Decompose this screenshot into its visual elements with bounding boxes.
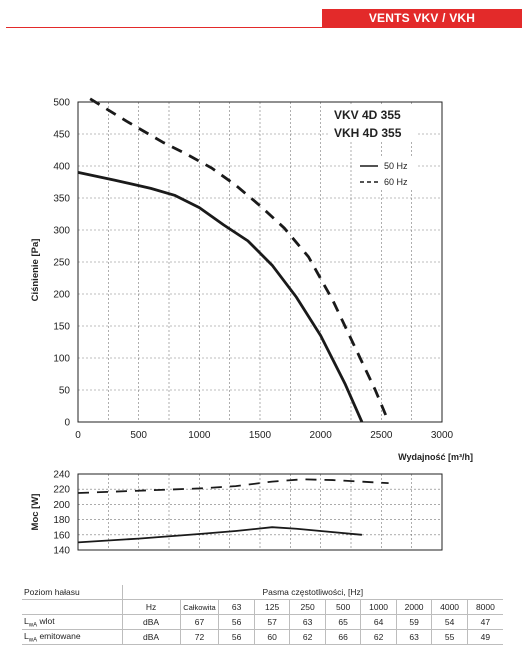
table-cell: 67 xyxy=(179,614,219,630)
x-tick-label: 0 xyxy=(75,430,81,441)
y-tick-label: 220 xyxy=(53,485,70,496)
y-tick-label: 0 xyxy=(64,418,70,429)
x-tick-label: 1000 xyxy=(188,430,211,441)
y-tick-label: 450 xyxy=(53,130,70,141)
header-rule xyxy=(6,27,522,28)
pressure-curve-50hz xyxy=(77,171,364,423)
table-cell: 250 xyxy=(289,599,326,615)
y-tick-label: 100 xyxy=(53,354,70,365)
table-header-row: Poziom hałasu Pasma częstotliwości, [Hz] xyxy=(22,585,503,600)
table-cell: 57 xyxy=(253,614,290,630)
power-curve-60hz xyxy=(77,478,389,494)
table-cell: 56 xyxy=(218,629,255,645)
table-cell: 500 xyxy=(324,599,361,615)
x-tick-label: 1500 xyxy=(249,430,272,441)
pressure-tick-labels: 0 50 100 150 200 250 300 350 400 450 500 0 500 1000 15… xyxy=(53,98,453,442)
table-cell: 8000 xyxy=(466,599,503,615)
pressure-grid xyxy=(78,102,442,422)
table-cell xyxy=(22,599,123,615)
table-cell: 62 xyxy=(289,629,326,645)
table-cell: 4000 xyxy=(431,599,468,615)
power-grid xyxy=(78,474,442,550)
chart-title-line-2: VKH 4D 355 xyxy=(334,126,402,140)
y-tick-label: 200 xyxy=(53,290,70,301)
table-cell: 2000 xyxy=(395,599,432,615)
pressure-xlabel: Wydajność [m³/h] xyxy=(398,452,473,462)
table-cell: 49 xyxy=(466,629,503,645)
legend-label-50hz: 50 Hz xyxy=(384,161,408,171)
table-cell: 64 xyxy=(360,614,397,630)
table-cell: 72 xyxy=(179,629,219,645)
table-cell: Hz xyxy=(121,599,181,615)
y-tick-label: 350 xyxy=(53,194,70,205)
table-cell: 63 xyxy=(218,599,255,615)
power-ylabel: Moc [W] xyxy=(30,494,41,531)
table-cell: 62 xyxy=(360,629,397,645)
pressure-plot-frame xyxy=(77,101,443,423)
power-curve-50hz xyxy=(77,526,363,544)
table-cell: 125 xyxy=(253,599,290,615)
brand-badge: VENTS VKV / VKH xyxy=(322,9,522,27)
y-tick-label: 50 xyxy=(59,386,71,397)
table-cell: 66 xyxy=(324,629,361,645)
table-row: LwA emitowane dBA 72 56 60 62 66 62 63 5… xyxy=(22,629,503,645)
y-tick-label: 200 xyxy=(53,500,70,511)
table-unit-row: Hz Całkowita 63 125 250 500 1000 2000 40… xyxy=(22,599,503,615)
y-tick-label: 250 xyxy=(53,258,70,269)
legend: 50 Hz 60 Hz xyxy=(354,156,416,190)
pressure-curve-60hz xyxy=(89,97,390,423)
x-tick-label: 3000 xyxy=(431,430,454,441)
pressure-curves xyxy=(77,97,390,423)
table-cell: 47 xyxy=(466,614,503,630)
table-cell: 56 xyxy=(218,614,255,630)
x-tick-label: 500 xyxy=(130,430,147,441)
power-plot-frame xyxy=(77,473,443,551)
chart-title-line-1: VKV 4D 355 xyxy=(334,108,401,122)
table-header-left: Poziom hałasu xyxy=(22,585,123,600)
chart-title-box xyxy=(330,104,416,140)
x-tick-label: 2500 xyxy=(370,430,393,441)
table-cell: dBA xyxy=(121,629,181,645)
y-tick-label: 240 xyxy=(53,470,70,481)
legend-box xyxy=(354,156,416,190)
table-cell: 60 xyxy=(253,629,290,645)
table-cell: 1000 xyxy=(360,599,397,615)
x-tick-label: 2000 xyxy=(310,430,333,441)
y-tick-label: 150 xyxy=(53,322,70,333)
performance-chart: 0 50 100 150 200 250 300 350 400 450 500 0 500 1000 15… xyxy=(30,97,473,557)
power-curves xyxy=(77,478,389,544)
table-row: LwA wlot dBA 67 56 57 63 65 64 59 54 47 xyxy=(22,614,503,630)
y-tick-label: 160 xyxy=(53,530,70,541)
table-cell: 63 xyxy=(395,629,432,645)
table-cell: dBA xyxy=(121,614,181,630)
table-cell: 59 xyxy=(395,614,432,630)
table-header-right: Pasma częstotliwości, [Hz] xyxy=(121,585,503,600)
y-tick-label: 500 xyxy=(53,98,70,109)
y-tick-label: 180 xyxy=(53,515,70,526)
row-label-emitted: LwA emitowane xyxy=(22,629,123,645)
y-tick-label: 300 xyxy=(53,226,70,237)
y-tick-label: 400 xyxy=(53,162,70,173)
pressure-ylabel: Ciśnienie [Pa] xyxy=(30,239,41,302)
power-tick-labels: 140 160 180 200 220 240 xyxy=(53,470,70,557)
table-cell: Całkowita xyxy=(179,599,219,615)
y-tick-label: 140 xyxy=(53,546,70,557)
row-label-inlet: LwA wlot xyxy=(22,614,123,630)
table-cell: 55 xyxy=(431,629,468,645)
legend-label-60hz: 60 Hz xyxy=(384,177,408,187)
table-cell: 54 xyxy=(431,614,468,630)
table-cell: 63 xyxy=(289,614,326,630)
table-cell: 65 xyxy=(324,614,361,630)
noise-table: Poziom hałasu Pasma częstotliwości, [Hz]… xyxy=(22,585,503,645)
